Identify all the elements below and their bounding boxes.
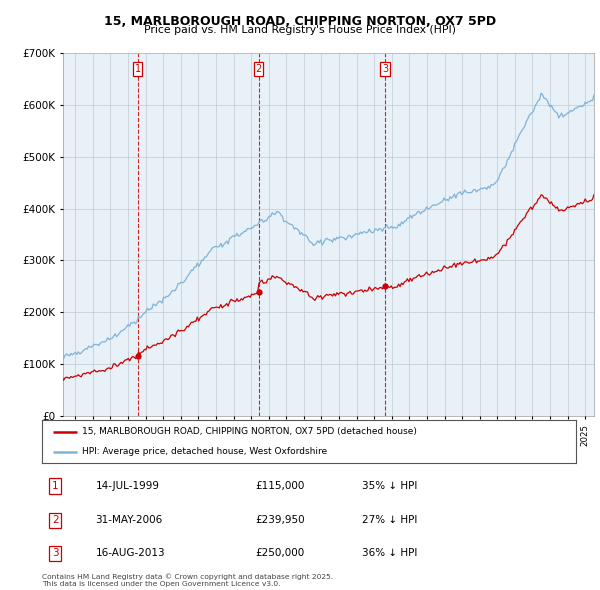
Text: 31-MAY-2006: 31-MAY-2006 xyxy=(95,515,163,525)
Text: £115,000: £115,000 xyxy=(256,481,305,491)
Text: £250,000: £250,000 xyxy=(256,548,305,558)
Text: 2: 2 xyxy=(256,64,262,74)
Text: 1: 1 xyxy=(52,481,59,491)
Text: 15, MARLBOROUGH ROAD, CHIPPING NORTON, OX7 5PD (detached house): 15, MARLBOROUGH ROAD, CHIPPING NORTON, O… xyxy=(82,427,417,436)
Text: Price paid vs. HM Land Registry's House Price Index (HPI): Price paid vs. HM Land Registry's House … xyxy=(144,25,456,35)
Text: £239,950: £239,950 xyxy=(256,515,305,525)
Text: 15, MARLBOROUGH ROAD, CHIPPING NORTON, OX7 5PD: 15, MARLBOROUGH ROAD, CHIPPING NORTON, O… xyxy=(104,15,496,28)
Text: 36% ↓ HPI: 36% ↓ HPI xyxy=(362,548,418,558)
Text: HPI: Average price, detached house, West Oxfordshire: HPI: Average price, detached house, West… xyxy=(82,447,327,457)
Text: Contains HM Land Registry data © Crown copyright and database right 2025.
This d: Contains HM Land Registry data © Crown c… xyxy=(42,573,333,587)
Text: 1: 1 xyxy=(134,64,140,74)
Text: 3: 3 xyxy=(382,64,388,74)
Text: 16-AUG-2013: 16-AUG-2013 xyxy=(95,548,165,558)
Text: 27% ↓ HPI: 27% ↓ HPI xyxy=(362,515,418,525)
Text: 35% ↓ HPI: 35% ↓ HPI xyxy=(362,481,418,491)
Text: 3: 3 xyxy=(52,548,59,558)
Text: 2: 2 xyxy=(52,515,59,525)
Text: 14-JUL-1999: 14-JUL-1999 xyxy=(95,481,160,491)
